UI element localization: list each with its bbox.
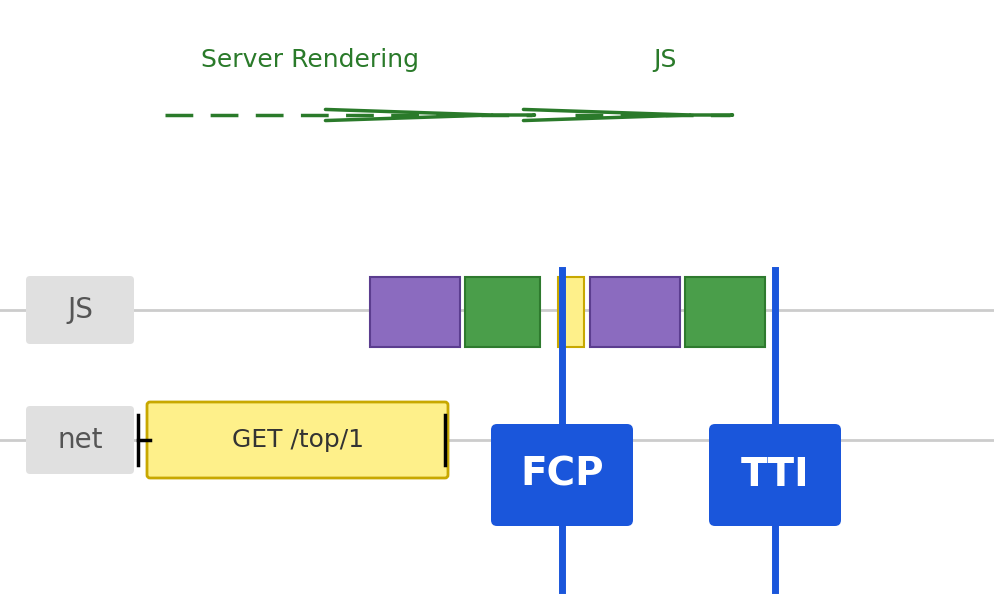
Text: JS: JS <box>67 296 92 324</box>
FancyBboxPatch shape <box>491 424 633 526</box>
Text: GET /top/1: GET /top/1 <box>232 428 364 452</box>
FancyBboxPatch shape <box>26 406 134 474</box>
FancyBboxPatch shape <box>709 424 841 526</box>
Text: net: net <box>58 426 102 454</box>
FancyBboxPatch shape <box>465 277 540 347</box>
Text: Server Rendering: Server Rendering <box>201 48 419 72</box>
FancyBboxPatch shape <box>685 277 765 347</box>
Text: JS: JS <box>653 48 677 72</box>
FancyBboxPatch shape <box>370 277 460 347</box>
FancyBboxPatch shape <box>558 277 584 347</box>
Text: TTI: TTI <box>741 456 809 494</box>
FancyBboxPatch shape <box>26 276 134 344</box>
Text: FCP: FCP <box>520 456 603 494</box>
FancyBboxPatch shape <box>590 277 680 347</box>
FancyBboxPatch shape <box>147 402 448 478</box>
